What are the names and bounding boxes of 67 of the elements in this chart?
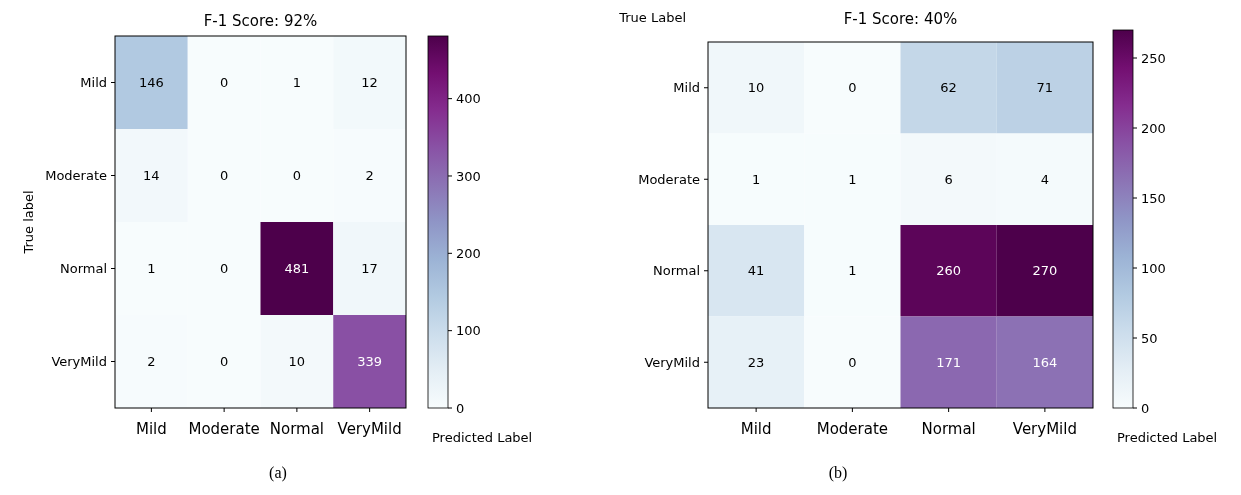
color-bar-label: 150	[1141, 190, 1166, 206]
x-axis-title: Predicted Label	[1117, 430, 1218, 445]
y-axis-title: True Label	[618, 10, 686, 25]
color-bar-label: 0	[456, 400, 465, 416]
data-label: 0	[219, 261, 229, 277]
x-axis-title: Predicted Label	[432, 430, 533, 445]
data-label: 17	[361, 261, 378, 277]
data-label: 12	[361, 75, 378, 91]
data-label: 0	[219, 354, 229, 370]
color-bar-label: 100	[456, 323, 481, 339]
y-tick-label: VeryMild	[51, 354, 107, 370]
data-label: 14	[143, 168, 160, 184]
x-tick-label: VeryMild	[337, 420, 402, 438]
data-label: 1	[147, 261, 156, 277]
data-label: 62	[940, 80, 957, 96]
data-label: 6	[944, 171, 953, 187]
y-tick-label: Normal	[59, 261, 107, 277]
x-tick-label: Moderate	[188, 420, 260, 438]
data-label: 71	[1036, 80, 1054, 96]
color-bar-label: 300	[456, 168, 481, 184]
data-label: 0	[219, 75, 229, 91]
data-label: 260	[936, 263, 962, 279]
chart-title: F-1 Score: 92%	[203, 12, 318, 30]
x-tick-label: Mild	[740, 420, 772, 438]
y-tick-label: Moderate	[638, 171, 700, 187]
data-label: 164	[1032, 354, 1058, 370]
x-tick-label: VeryMild	[1012, 420, 1077, 438]
data-label: 0	[848, 354, 857, 370]
x-tick-label: Normal	[269, 420, 325, 438]
y-tick-label: Normal	[652, 263, 700, 279]
data-label: 10	[288, 354, 306, 370]
x-tick-label: Moderate	[816, 420, 889, 438]
x-tick-label: Normal	[921, 420, 976, 438]
color-bar-label: 400	[456, 91, 481, 107]
data-label: 1	[848, 171, 857, 187]
data-label: 481	[284, 261, 310, 277]
data-label: 1	[751, 171, 761, 187]
y-axis-title: True label	[21, 190, 36, 255]
data-label: 270	[1032, 263, 1058, 279]
y-tick-label: Mild	[80, 75, 107, 91]
text: (a)	[269, 464, 287, 482]
y-tick-label: Moderate	[45, 168, 107, 184]
data-label: 4	[1040, 171, 1050, 187]
data-label: 0	[219, 168, 229, 184]
data-label: 171	[936, 354, 962, 370]
y-tick-label: Mild	[673, 80, 700, 96]
data-label: 0	[848, 80, 857, 96]
color-bar-label: 250	[1141, 50, 1166, 66]
data-label: 1	[848, 263, 857, 279]
color-bar-label: 100	[1141, 260, 1166, 276]
color-bar-label: 0	[1141, 400, 1150, 416]
data-label: 339	[357, 354, 383, 370]
data-label: 0	[292, 168, 302, 184]
data-label: 1	[292, 75, 302, 91]
data-label: 23	[747, 354, 765, 370]
y-tick-label: VeryMild	[644, 354, 700, 370]
data-label: 2	[147, 354, 156, 370]
color-bar-label: 200	[456, 245, 481, 261]
color-bar-label: 50	[1141, 330, 1158, 346]
data-label: 41	[747, 263, 765, 279]
data-label: 2	[365, 168, 374, 184]
data-label: 146	[138, 75, 164, 91]
data-label: 10	[747, 80, 765, 96]
chart-title: F-1 Score: 40%	[843, 10, 958, 28]
color-bar-label: 200	[1141, 120, 1166, 136]
text: (b)	[828, 464, 848, 482]
x-tick-label: Mild	[135, 420, 167, 438]
